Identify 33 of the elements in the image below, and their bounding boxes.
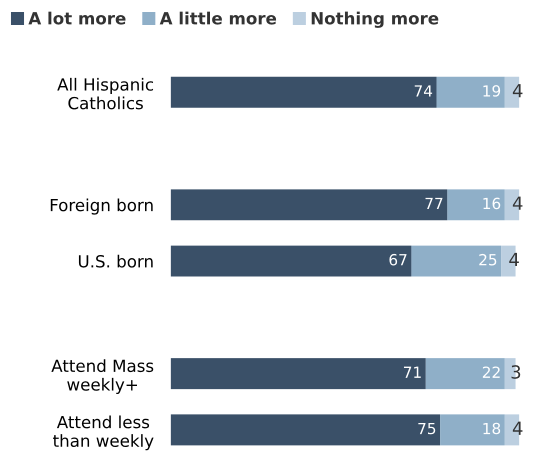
data-label: 71 [404,366,421,378]
y-tick-label: All Hispanic Catholics [57,78,154,110]
bar [426,358,505,390]
legend-label: A lot more [28,12,126,25]
bar [436,76,505,108]
bar [170,246,412,277]
legend-label: Nothing more [312,12,438,28]
data-label: 22 [482,366,500,378]
bar [170,189,448,220]
y-tick-label: Attend Mass weekly+ [51,359,154,394]
data-label: 3 [512,365,520,379]
data-label: 75 [418,422,436,434]
bar [440,414,505,446]
y-tick-label: Attend less than weekly [53,415,154,450]
bar [170,414,440,446]
data-label: 4 [509,252,519,266]
bar [447,189,505,220]
data-label: 25 [479,254,496,266]
data-label: 18 [483,422,500,434]
bar [170,76,437,108]
data-label: 16 [483,198,500,210]
data-label: 4 [512,422,522,435]
data-label: 4 [512,84,522,98]
bar [411,246,502,277]
data-label: 67 [389,254,406,266]
legend-label: A little more [160,12,276,25]
y-tick-label: Foreign born [50,198,153,215]
data-label: 74 [414,85,432,96]
y-tick-label: U.S. born [78,254,153,268]
data-label: 4 [512,196,522,210]
data-label: 77 [426,198,442,210]
data-label: 19 [483,85,500,97]
bar [170,358,426,390]
